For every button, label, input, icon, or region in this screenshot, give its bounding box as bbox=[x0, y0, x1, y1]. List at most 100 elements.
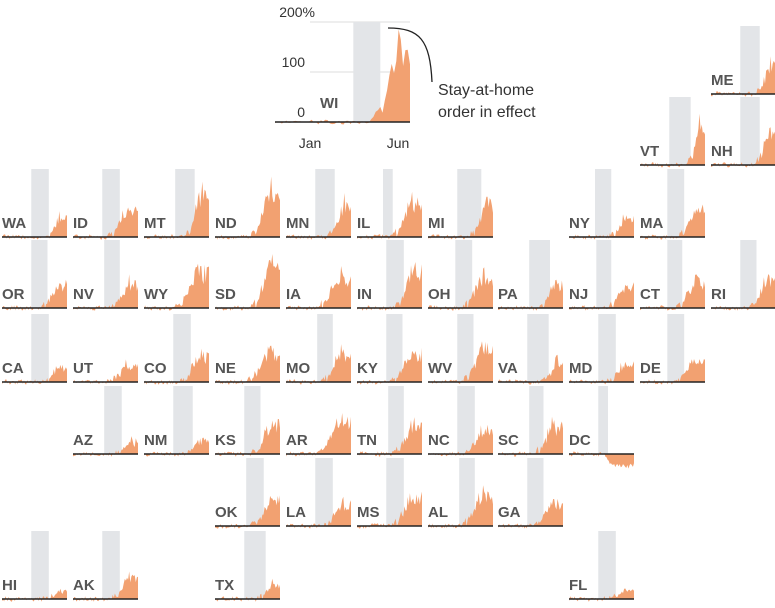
state-tile-nm: NM bbox=[144, 386, 209, 457]
state-label-dc: DC bbox=[569, 432, 591, 449]
state-label-pa: PA bbox=[498, 286, 518, 303]
annotation-line-2: order in effect bbox=[438, 104, 536, 121]
area-series-sd bbox=[215, 254, 280, 311]
state-tile-pa: PA bbox=[498, 240, 563, 311]
area-series-tn bbox=[357, 417, 422, 457]
stay-at-home-band bbox=[175, 169, 195, 237]
area-series-ne bbox=[215, 345, 280, 385]
area-series-nv bbox=[73, 274, 138, 311]
area-series-ut bbox=[73, 359, 138, 385]
stay-at-home-band bbox=[244, 386, 261, 454]
area-series-il bbox=[357, 191, 422, 240]
state-tile-mt: MT bbox=[144, 169, 209, 240]
state-label-ca: CA bbox=[2, 360, 24, 377]
area-series-co bbox=[144, 348, 209, 385]
area-series-ri bbox=[711, 274, 775, 311]
y-tick-100: 100 bbox=[282, 54, 306, 70]
stay-at-home-band bbox=[386, 240, 404, 308]
area-series-mo bbox=[286, 344, 351, 385]
state-label-sd: SD bbox=[215, 286, 236, 303]
area-series-wv bbox=[428, 341, 493, 385]
state-label-wi: WI bbox=[320, 95, 338, 112]
stay-at-home-band bbox=[383, 169, 393, 237]
state-label-or: OR bbox=[2, 286, 25, 303]
state-label-mo: MO bbox=[286, 360, 310, 377]
stay-at-home-band bbox=[353, 22, 381, 122]
area-series-ok bbox=[215, 495, 280, 529]
state-label-vt: VT bbox=[640, 143, 659, 160]
area-series-tx bbox=[215, 578, 280, 602]
area-series-ks bbox=[215, 419, 280, 457]
state-tile-tx: TX bbox=[215, 531, 280, 602]
annotation-line-1: Stay-at-home bbox=[438, 82, 534, 99]
stay-at-home-band bbox=[669, 97, 691, 165]
small-multiples: ME VT NH WA ID MT ND MN IL MI NY MA OR NV WY SD IA IN OH PA… bbox=[2, 26, 775, 602]
stay-at-home-band bbox=[317, 314, 333, 382]
state-tile-me: ME bbox=[711, 26, 775, 97]
area-series-pa bbox=[498, 279, 563, 311]
area-series-oh bbox=[428, 267, 493, 311]
state-tile-wa: WA bbox=[2, 169, 67, 240]
state-label-va: VA bbox=[498, 360, 518, 377]
state-tile-md: MD bbox=[569, 314, 634, 385]
stay-at-home-band bbox=[31, 531, 49, 599]
stay-at-home-band bbox=[246, 458, 264, 526]
stay-at-home-band bbox=[244, 531, 266, 599]
area-series-mt bbox=[144, 181, 209, 240]
stay-at-home-band bbox=[667, 169, 685, 237]
area-series-in bbox=[357, 262, 422, 311]
legend-example: WI 200% 100 0 Jan Jun Stay-at-home order… bbox=[275, 4, 536, 151]
stay-at-home-band bbox=[104, 386, 122, 454]
area-series-mn bbox=[286, 193, 351, 240]
state-tile-mo: MO bbox=[286, 314, 351, 385]
area-series-me bbox=[711, 56, 775, 97]
state-label-hi: HI bbox=[2, 577, 17, 594]
area-series-md bbox=[569, 361, 634, 385]
state-tile-co: CO bbox=[144, 314, 209, 385]
state-tile-in: IN bbox=[357, 240, 422, 311]
area-series-ar bbox=[286, 413, 351, 457]
state-label-id: ID bbox=[73, 215, 88, 232]
stay-at-home-band bbox=[386, 314, 403, 382]
area-series-al bbox=[428, 485, 493, 529]
stay-at-home-band bbox=[31, 314, 49, 382]
stay-at-home-band bbox=[455, 240, 473, 308]
stay-at-home-band bbox=[527, 314, 549, 382]
state-label-al: AL bbox=[428, 504, 448, 521]
stay-at-home-band bbox=[315, 458, 333, 526]
state-label-nm: NM bbox=[144, 432, 167, 449]
state-tile-oh: OH bbox=[428, 240, 493, 311]
state-label-il: IL bbox=[357, 215, 370, 232]
stay-at-home-band bbox=[459, 458, 475, 526]
state-tile-nd: ND bbox=[215, 176, 280, 240]
state-label-nj: NJ bbox=[569, 286, 588, 303]
state-tile-al: AL bbox=[428, 458, 493, 529]
stay-at-home-band bbox=[31, 240, 48, 308]
area-series-ma bbox=[640, 204, 705, 240]
stay-at-home-band bbox=[529, 386, 544, 454]
area-series-ga bbox=[498, 498, 563, 529]
state-label-wa: WA bbox=[2, 215, 26, 232]
state-tile-hi: HI bbox=[2, 531, 67, 602]
stay-at-home-band bbox=[104, 240, 120, 308]
stay-at-home-band bbox=[598, 314, 616, 382]
state-label-ne: NE bbox=[215, 360, 236, 377]
state-tile-ks: KS bbox=[215, 386, 280, 457]
state-label-ga: GA bbox=[498, 504, 521, 521]
area-series-nh bbox=[711, 127, 775, 168]
state-label-ct: CT bbox=[640, 286, 660, 303]
state-tile-nj: NJ bbox=[569, 240, 634, 311]
area-series-nd bbox=[215, 176, 280, 240]
state-label-oh: OH bbox=[428, 286, 451, 303]
area-series-ct bbox=[640, 274, 705, 311]
area-series-ky bbox=[357, 347, 422, 385]
state-label-nh: NH bbox=[711, 143, 733, 160]
state-tile-ak: AK bbox=[73, 531, 138, 602]
state-label-ak: AK bbox=[73, 577, 95, 594]
state-label-nd: ND bbox=[215, 215, 237, 232]
state-tile-ut: UT bbox=[73, 359, 138, 385]
stay-at-home-band bbox=[740, 97, 760, 165]
state-label-in: IN bbox=[357, 286, 372, 303]
stay-at-home-band bbox=[457, 386, 475, 454]
